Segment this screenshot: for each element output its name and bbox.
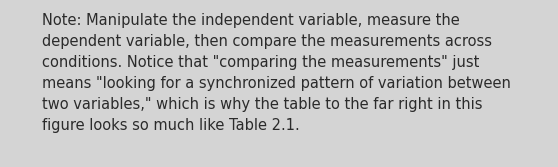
Text: Note: Manipulate the independent variable, measure the
dependent variable, then : Note: Manipulate the independent variabl…	[42, 13, 511, 133]
